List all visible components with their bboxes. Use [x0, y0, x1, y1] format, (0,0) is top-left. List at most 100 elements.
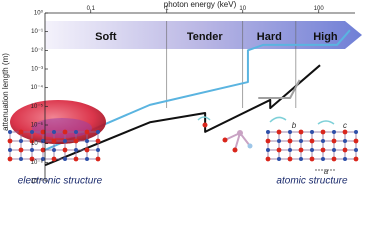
atom — [265, 138, 271, 144]
x-tick-label: 10 — [239, 6, 246, 12]
atom — [266, 130, 270, 134]
chart: photon energy (keV) attenuation length (… — [1, 0, 362, 187]
arrow-c — [317, 120, 335, 125]
atom — [354, 130, 358, 134]
atom — [30, 130, 34, 134]
atom — [265, 156, 271, 162]
atom — [7, 156, 13, 162]
atom — [8, 130, 12, 134]
atom — [343, 157, 347, 161]
atom — [30, 148, 34, 152]
atom — [287, 156, 293, 162]
lattice-right — [265, 129, 359, 171]
energy-arrow — [45, 21, 362, 49]
axis-b: b — [292, 121, 297, 130]
atom — [299, 139, 303, 143]
region-label: High — [313, 31, 338, 43]
atom — [332, 130, 336, 134]
atom — [40, 147, 46, 153]
y-tick-label: 10⁰ — [34, 10, 44, 17]
atom — [310, 130, 314, 134]
atom — [62, 147, 68, 153]
atom — [320, 129, 326, 135]
atom — [85, 139, 89, 143]
atom — [73, 156, 79, 162]
caption-right: atomic structure — [276, 176, 348, 187]
series-line — [44, 29, 351, 151]
atom — [287, 138, 293, 144]
atom — [299, 157, 303, 161]
atom — [73, 138, 79, 144]
y-tick-label: 10⁻⁵ — [31, 103, 44, 110]
lines-layer — [44, 29, 351, 167]
atom — [84, 129, 90, 135]
y-tick-label: 10⁻⁶ — [31, 122, 44, 129]
molecule — [197, 116, 253, 153]
atom — [74, 130, 78, 134]
y-tick-label: 10⁻⁷ — [31, 140, 43, 147]
atom — [96, 130, 100, 134]
region-label: Tender — [187, 31, 224, 43]
atom — [320, 147, 326, 153]
x-axis-title: photon energy (keV) — [164, 0, 237, 9]
atom — [8, 148, 12, 152]
atom — [40, 129, 46, 135]
atom — [51, 138, 57, 144]
atom — [52, 148, 56, 152]
y-tick-label: 10⁻² — [31, 48, 43, 54]
x-tick-label: 0.1 — [87, 6, 96, 12]
atom — [41, 157, 45, 161]
atom — [95, 138, 101, 144]
region-label: Soft — [95, 31, 117, 43]
y-tick-label: 10⁻⁴ — [31, 84, 44, 91]
atom — [342, 147, 348, 153]
atom — [321, 139, 325, 143]
atom — [276, 147, 282, 153]
axis-a: a — [324, 167, 329, 176]
atom — [84, 147, 90, 153]
atom — [343, 139, 347, 143]
atom — [332, 148, 336, 152]
atom — [19, 139, 23, 143]
atom — [277, 157, 281, 161]
atom — [354, 148, 358, 152]
atom — [331, 156, 337, 162]
page: {"chart_data": { "type": "line", "x_labe… — [1, 0, 362, 187]
lattice-left-atoms — [7, 129, 101, 162]
atom — [353, 138, 359, 144]
atom — [288, 130, 292, 134]
region-label: Hard — [257, 31, 282, 43]
atom — [342, 129, 348, 135]
caption-left: electronic structure — [18, 176, 103, 187]
atom — [18, 129, 24, 135]
arrow-b — [269, 116, 287, 123]
atom — [29, 138, 35, 144]
y-tick-label: 10⁻¹ — [31, 29, 43, 35]
axis-c: c — [343, 121, 347, 130]
atom — [29, 156, 35, 162]
atom — [277, 139, 281, 143]
illustrations — [7, 100, 359, 171]
atom — [309, 138, 315, 144]
atom — [74, 148, 78, 152]
x-tick-label: 1 — [165, 6, 169, 12]
atom — [19, 157, 23, 161]
atom — [95, 156, 101, 162]
y-axis-title: attenuation length (m) — [1, 53, 10, 131]
x-tick-label: 100 — [314, 6, 325, 12]
atom — [63, 157, 67, 161]
atom — [309, 156, 315, 162]
series-line — [258, 79, 301, 99]
atom — [353, 156, 359, 162]
series-line — [44, 64, 321, 167]
y-tick-label: 10⁻³ — [31, 67, 43, 73]
atom — [41, 139, 45, 143]
atom — [266, 148, 270, 152]
background-layer — [45, 21, 362, 108]
atom — [321, 157, 325, 161]
atom — [298, 147, 304, 153]
y-tick-label: 10⁻⁹ — [31, 178, 44, 185]
atom — [310, 148, 314, 152]
atom — [52, 130, 56, 134]
atom — [18, 147, 24, 153]
